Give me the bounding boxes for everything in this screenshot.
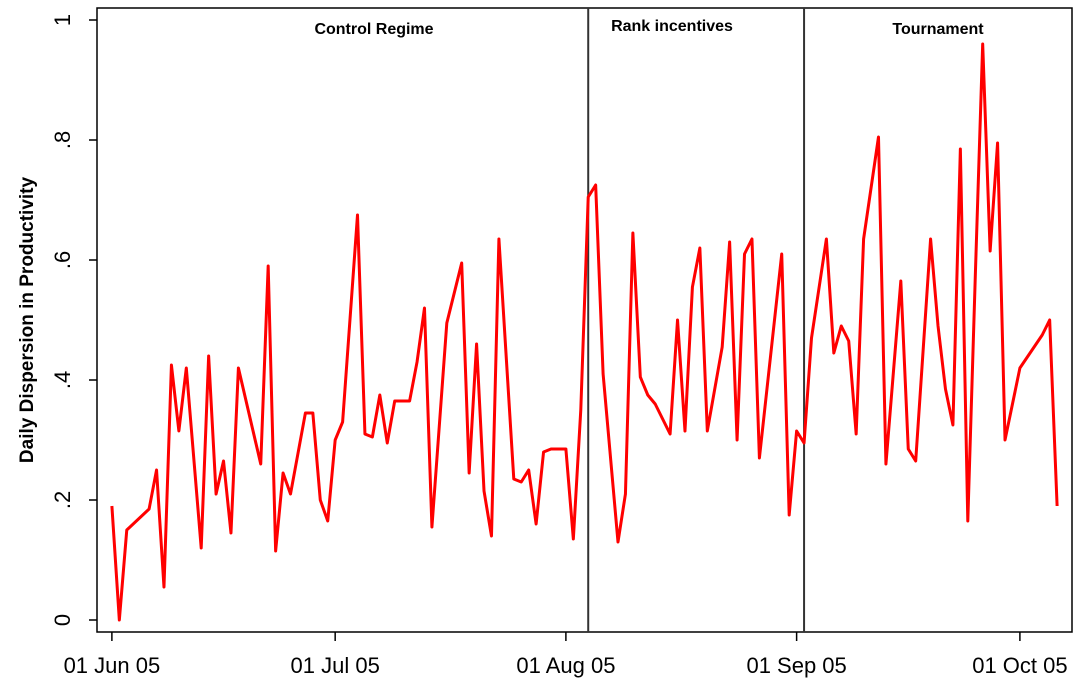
x-tick-label: 01 Aug 05 [516, 653, 615, 678]
y-axis-title: Daily Dispersion in Productivity [17, 177, 38, 464]
y-tick-label: .2 [50, 491, 75, 509]
x-tick-label: 01 Sep 05 [746, 653, 846, 678]
y-tick-label: 0 [50, 614, 75, 626]
y-tick-label: .4 [50, 371, 75, 389]
y-tick-label: .6 [50, 251, 75, 269]
plot-frame [96, 7, 1073, 633]
y-tick-label: 1 [50, 14, 75, 26]
y-tick-label: .8 [50, 131, 75, 149]
x-tick-label: 01 Jun 05 [64, 653, 161, 678]
regime-label: Tournament [892, 21, 984, 38]
regime-label: Control Regime [314, 21, 433, 38]
x-tick-label: 01 Jul 05 [291, 653, 380, 678]
x-tick-label: 01 Oct 05 [972, 653, 1067, 678]
data-line [110, 42, 1059, 622]
regime-label: Rank incentives [611, 18, 733, 35]
